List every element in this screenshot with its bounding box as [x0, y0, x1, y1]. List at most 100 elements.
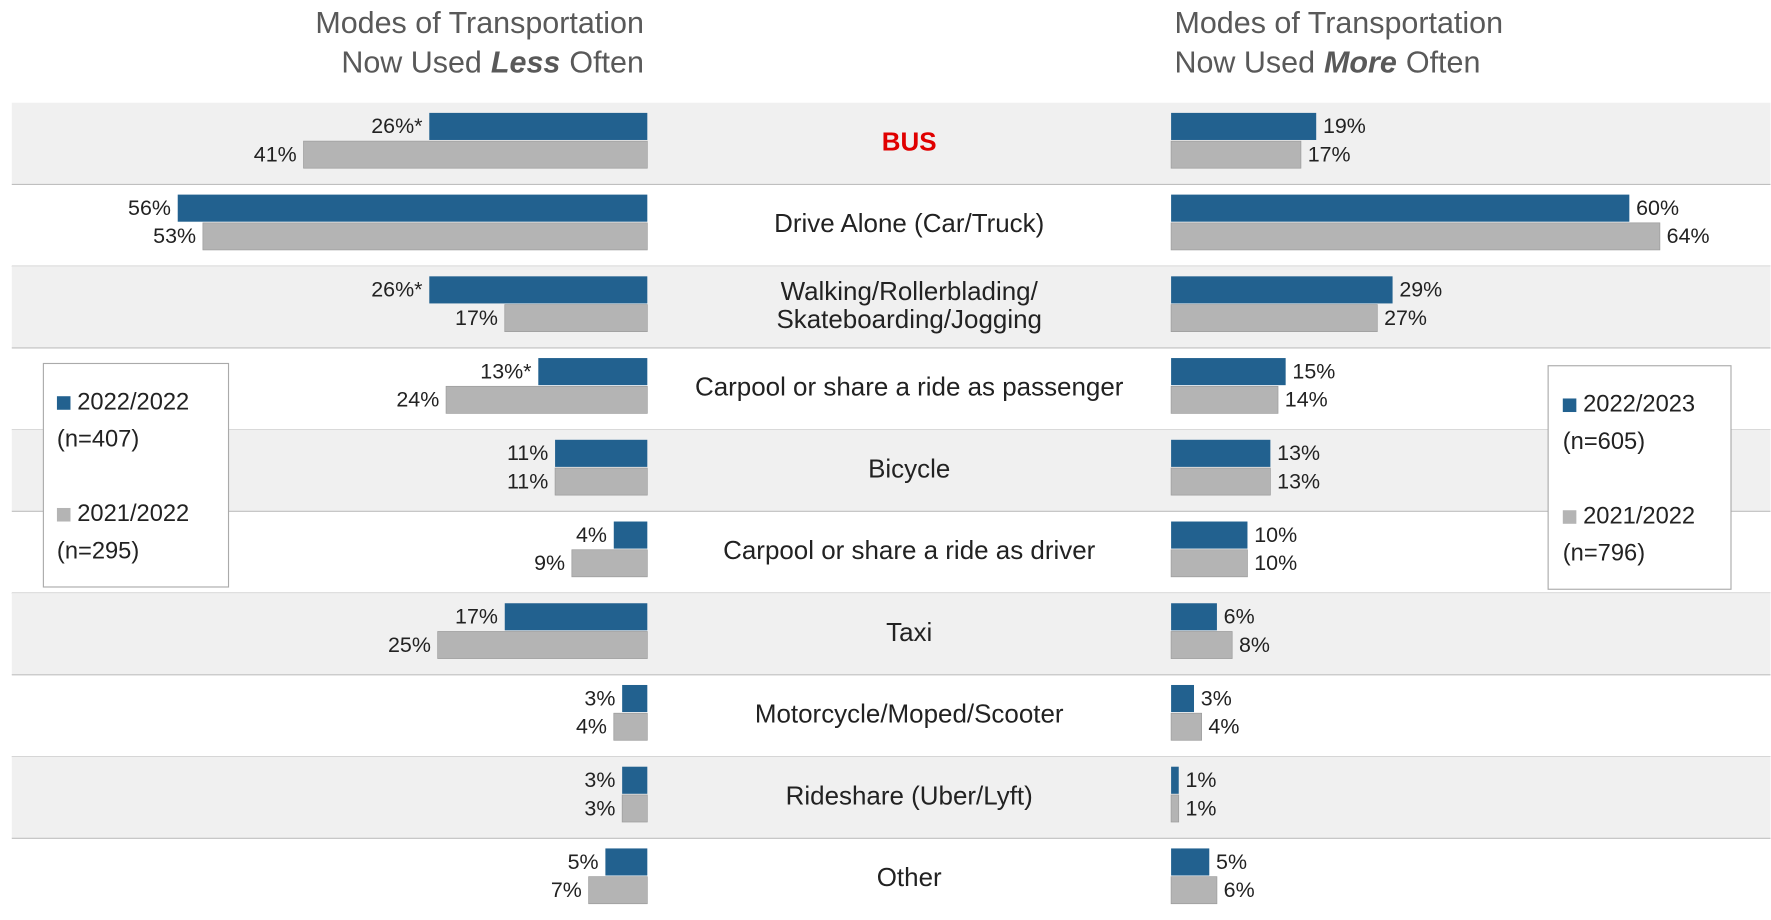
bar [1171, 112, 1317, 140]
bar [429, 276, 648, 304]
value-label: 10% [1254, 551, 1297, 575]
category-label: BUS [882, 126, 937, 156]
bar [554, 467, 648, 496]
bar [1170, 712, 1202, 741]
bar [621, 794, 648, 823]
right-subtitle: Now Used More Often [1174, 45, 1480, 79]
row-band [11, 756, 1771, 839]
value-label: 56% [128, 196, 171, 220]
value-label: 3% [584, 768, 615, 792]
right-title: Modes of Transportation [1174, 6, 1503, 40]
bar [1170, 876, 1218, 905]
value-label: 26%* [371, 114, 422, 138]
value-label: 1% [1186, 796, 1217, 820]
value-label: 64% [1667, 224, 1710, 248]
value-label: 13% [1277, 441, 1320, 465]
title-text: Now Used [341, 45, 482, 79]
value-label: 6% [1224, 605, 1255, 629]
bar [1170, 467, 1271, 496]
legend-swatch [1562, 510, 1577, 524]
row-band [11, 266, 1771, 348]
bar [1170, 385, 1279, 414]
bar [605, 848, 648, 876]
bar [1171, 848, 1210, 876]
value-label: 26%* [371, 278, 422, 302]
legend-sample: (n=605) [1563, 429, 1645, 455]
bar [1171, 521, 1248, 549]
category-label: Rideshare (Uber/Lyft) [786, 780, 1033, 810]
value-label: 41% [254, 142, 297, 166]
value-label: 17% [455, 605, 498, 629]
legend-sample: (n=295) [57, 538, 139, 564]
legend-sample: (n=407) [57, 427, 139, 453]
bar [1171, 439, 1271, 467]
bar [622, 684, 648, 713]
category-label: Motorcycle/Moped/Scooter [755, 699, 1064, 729]
bar [504, 304, 648, 332]
category-label: Drive Alone (Car/Truck) [774, 208, 1044, 238]
legend-swatch [1562, 398, 1577, 413]
left-subtitle: Now Used Less Often [341, 45, 644, 79]
row-band [11, 429, 1771, 512]
category-label: Carpool or share a ride as driver [723, 535, 1096, 565]
value-label: 24% [396, 388, 439, 412]
bar [504, 603, 648, 631]
bar [1171, 358, 1286, 386]
title-text: Often [1406, 45, 1481, 79]
legend-label: 2022/2023 [1583, 392, 1695, 418]
bar [1170, 140, 1302, 169]
category-label: Other [877, 862, 942, 892]
bar [445, 385, 648, 414]
left-title: Modes of Transportation [315, 6, 644, 40]
legend-swatch [56, 396, 71, 410]
bar [177, 194, 648, 222]
value-label: 5% [1216, 850, 1247, 874]
legend-label: 2022/2022 [77, 389, 189, 415]
value-label: 17% [1308, 142, 1351, 166]
bar [1171, 276, 1393, 304]
legend-label: 2021/2022 [1583, 503, 1695, 529]
category-label: Taxi [886, 617, 932, 647]
legend-box [1547, 365, 1732, 590]
category-label: Walking/Rollerblading/ [781, 276, 1039, 306]
bar [1170, 549, 1248, 578]
value-label: 9% [534, 551, 565, 575]
bar [1170, 631, 1233, 659]
value-label: 14% [1285, 388, 1328, 412]
legend-box [42, 362, 230, 588]
category-label: Carpool or share a ride as passenger [695, 372, 1124, 402]
bar [1170, 794, 1180, 823]
legend-swatch [56, 507, 71, 522]
bar [1171, 603, 1217, 631]
bar [613, 521, 648, 549]
value-label: 4% [576, 715, 607, 739]
value-label: 10% [1254, 523, 1297, 547]
value-label: 7% [551, 878, 582, 902]
bar [1171, 684, 1195, 713]
bar [1171, 194, 1630, 222]
value-label: 3% [584, 796, 615, 820]
value-label: 19% [1323, 114, 1366, 138]
value-label: 5% [568, 850, 599, 874]
value-label: 8% [1239, 633, 1270, 657]
bar [303, 140, 648, 169]
value-label: 1% [1186, 768, 1217, 792]
value-label: 17% [455, 306, 498, 330]
bar [437, 631, 648, 659]
value-label: 15% [1292, 359, 1335, 383]
legend-label: 2021/2022 [77, 501, 189, 527]
value-label: 4% [1208, 715, 1239, 739]
bar [613, 712, 648, 741]
category-label: Skateboarding/Jogging [776, 304, 1042, 334]
value-label: 53% [153, 224, 196, 248]
value-label: 27% [1384, 306, 1427, 330]
bar [538, 358, 648, 386]
value-label: 60% [1636, 196, 1679, 220]
value-label: 6% [1224, 878, 1255, 902]
value-label: 11% [507, 469, 548, 493]
row-band [11, 593, 1771, 675]
bar [622, 766, 648, 794]
bar [1170, 222, 1661, 251]
value-label: 3% [584, 686, 615, 710]
